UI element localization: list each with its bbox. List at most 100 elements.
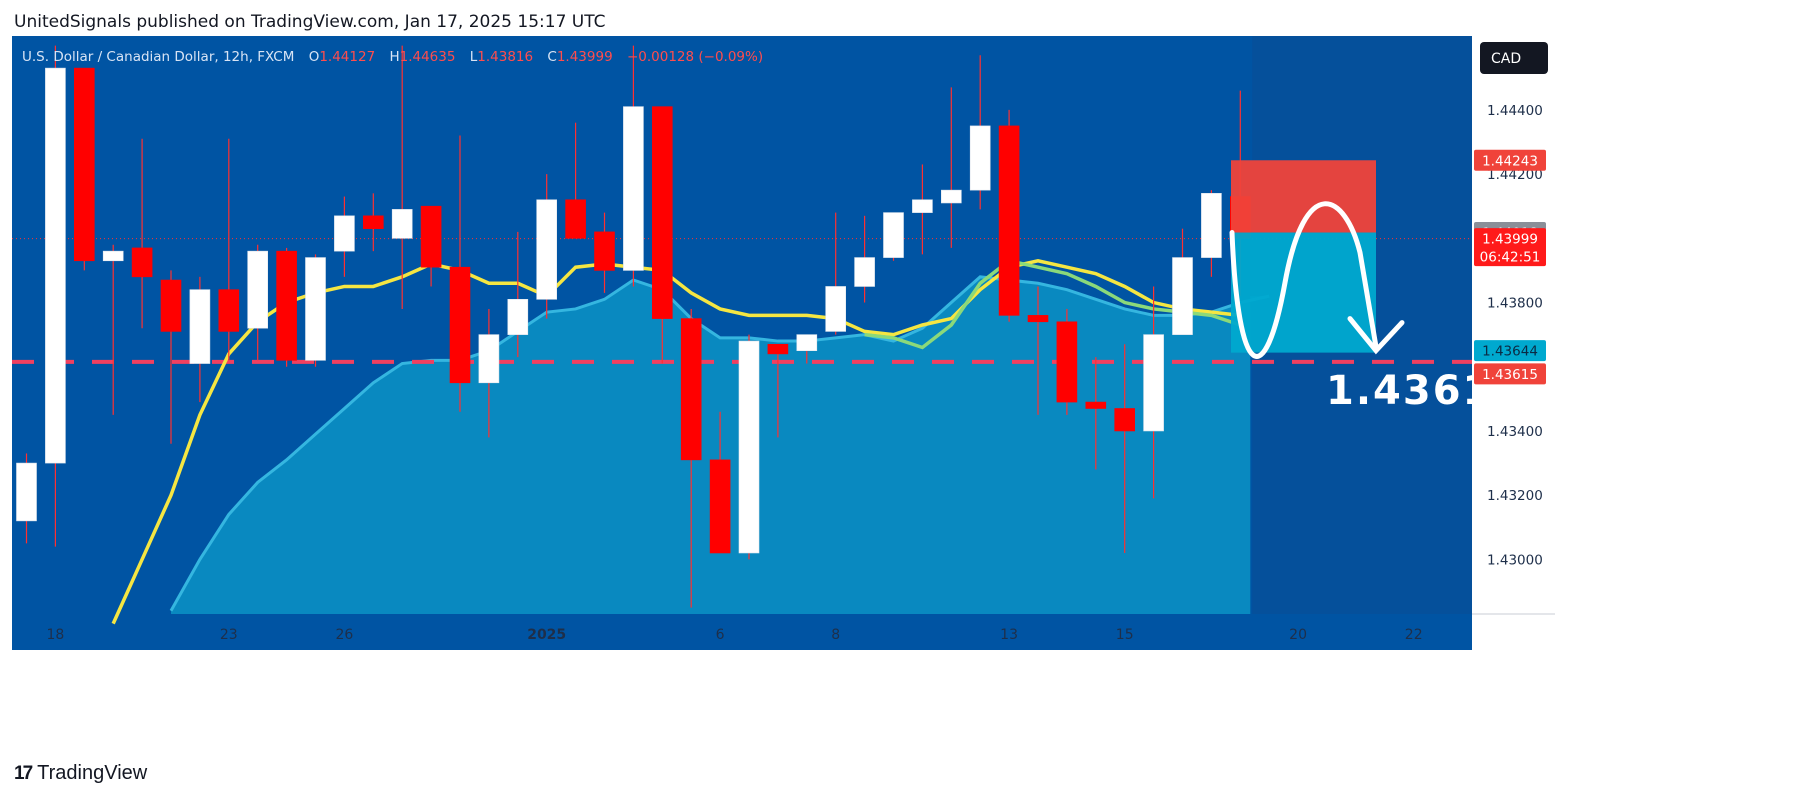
projection-arrowhead: [1347, 316, 1405, 355]
candle-body: [796, 334, 818, 351]
price-tick-label: 1.43200: [1487, 488, 1543, 504]
price-axis: 1.44400 1.44200 1.43800 1.43400 1.43200 1.430…: [1487, 103, 1543, 569]
tradingview-logo-icon: 17: [14, 762, 33, 784]
candle-body: [420, 205, 442, 268]
currency-badge-text: CAD: [1491, 51, 1521, 67]
price-label-text: 1.43615: [1482, 367, 1538, 383]
candle-body: [767, 343, 789, 355]
candle-body: [74, 67, 95, 262]
candle-body: [507, 299, 529, 335]
candle-body: [565, 199, 586, 239]
price-label-stop: 1.44243: [1474, 149, 1546, 171]
candle: [74, 67, 95, 271]
candle: [912, 164, 933, 255]
high-value: 1.44635: [400, 49, 456, 65]
candle-body: [1172, 257, 1193, 335]
candle: [334, 196, 355, 277]
price-label-bg: [1474, 363, 1546, 385]
price-labels: 1.442431.440181.4399906:42:511.436441.43…: [1474, 149, 1546, 385]
time-tick-label: 6: [716, 627, 725, 643]
candle-body: [912, 199, 933, 213]
candle-body: [1143, 334, 1164, 432]
candle-body: [305, 257, 326, 361]
candle: [998, 109, 1020, 322]
candle-body: [680, 318, 702, 461]
open-label: O: [309, 49, 320, 65]
ma-area-edge: [169, 275, 1270, 612]
time-tick-label: 13: [1000, 627, 1018, 643]
candle: [102, 244, 124, 415]
time-tick-label: 20: [1289, 627, 1307, 643]
tradingview-footer[interactable]: 17 TradingView: [14, 762, 147, 785]
candle: [1027, 286, 1049, 415]
target-price-label: 1.4361: [1326, 368, 1492, 414]
candle: [565, 122, 586, 239]
currency-badge[interactable]: CAD: [1480, 42, 1548, 74]
candle-body: [854, 257, 875, 287]
svg-text:U.S. Dollar / Canadian Dollar,: U.S. Dollar / Canadian Dollar, 12h, FXCM…: [22, 49, 763, 65]
time-tick-label: 18: [46, 627, 64, 643]
high-label: H: [389, 49, 399, 65]
candle: [1143, 286, 1164, 499]
candle-body: [45, 67, 66, 464]
candle-body: [1201, 193, 1222, 258]
candle: [305, 254, 326, 367]
price-tick-label: 1.43000: [1487, 552, 1543, 568]
low-value: 1.43816: [477, 49, 533, 65]
time-tick-label: 23: [220, 627, 238, 643]
candle: [594, 212, 615, 293]
candle: [1085, 357, 1107, 470]
candle-body: [969, 125, 991, 191]
take-profit-zone: [1231, 232, 1376, 353]
tradingview-brand: TradingView: [37, 762, 148, 784]
price-tick-label: 1.43400: [1487, 424, 1543, 440]
publish-header: UnitedSignals published on TradingView.c…: [14, 12, 606, 32]
time-tick-label: 26: [335, 627, 353, 643]
candle-body: [738, 340, 760, 554]
candle: [1172, 228, 1193, 335]
candle: [1201, 190, 1222, 277]
candle: [738, 334, 760, 560]
candle: [420, 205, 442, 287]
candle: [623, 45, 644, 287]
candle: [189, 276, 211, 403]
ma-yellow-line: [111, 258, 1241, 625]
candle-body: [449, 266, 471, 384]
time-tick-label: 15: [1116, 627, 1134, 643]
candle: [449, 135, 471, 412]
candle: [940, 87, 962, 248]
candle: [796, 334, 818, 364]
open-value: 1.44127: [319, 49, 375, 65]
low-label: L: [470, 49, 478, 65]
symbol-text: U.S. Dollar / Canadian Dollar, 12h, FXCM: [22, 49, 294, 65]
candle-body: [651, 106, 673, 319]
candle: [362, 193, 384, 252]
candle: [883, 212, 904, 261]
candle-body: [16, 462, 37, 522]
ohlc-legend: U.S. Dollar / Canadian Dollar, 12h, FXCM…: [22, 49, 763, 65]
price-label-bg: [1474, 340, 1546, 362]
candle-body: [391, 209, 413, 239]
candle: [680, 308, 702, 608]
price-label-countdown: 06:42:51: [1480, 250, 1541, 266]
candle: [536, 174, 558, 319]
change-value: −0.00128 (−0.09%): [627, 49, 763, 65]
candle-body: [131, 247, 153, 278]
candle-body: [623, 106, 644, 271]
time-tick-label: 2025: [527, 627, 566, 643]
candle-body: [1027, 315, 1049, 323]
projection-curve: [1229, 201, 1379, 359]
candle: [160, 270, 182, 444]
candle-body: [247, 250, 268, 329]
candle: [1114, 344, 1135, 553]
candle-body: [1114, 408, 1135, 432]
candle-body: [189, 289, 211, 364]
close-value: 1.43999: [557, 49, 613, 65]
candle-body: [594, 231, 615, 271]
candle: [825, 212, 847, 335]
candle: [276, 247, 297, 367]
candle: [478, 308, 500, 438]
candle: [16, 453, 37, 544]
candle-body: [362, 215, 384, 229]
